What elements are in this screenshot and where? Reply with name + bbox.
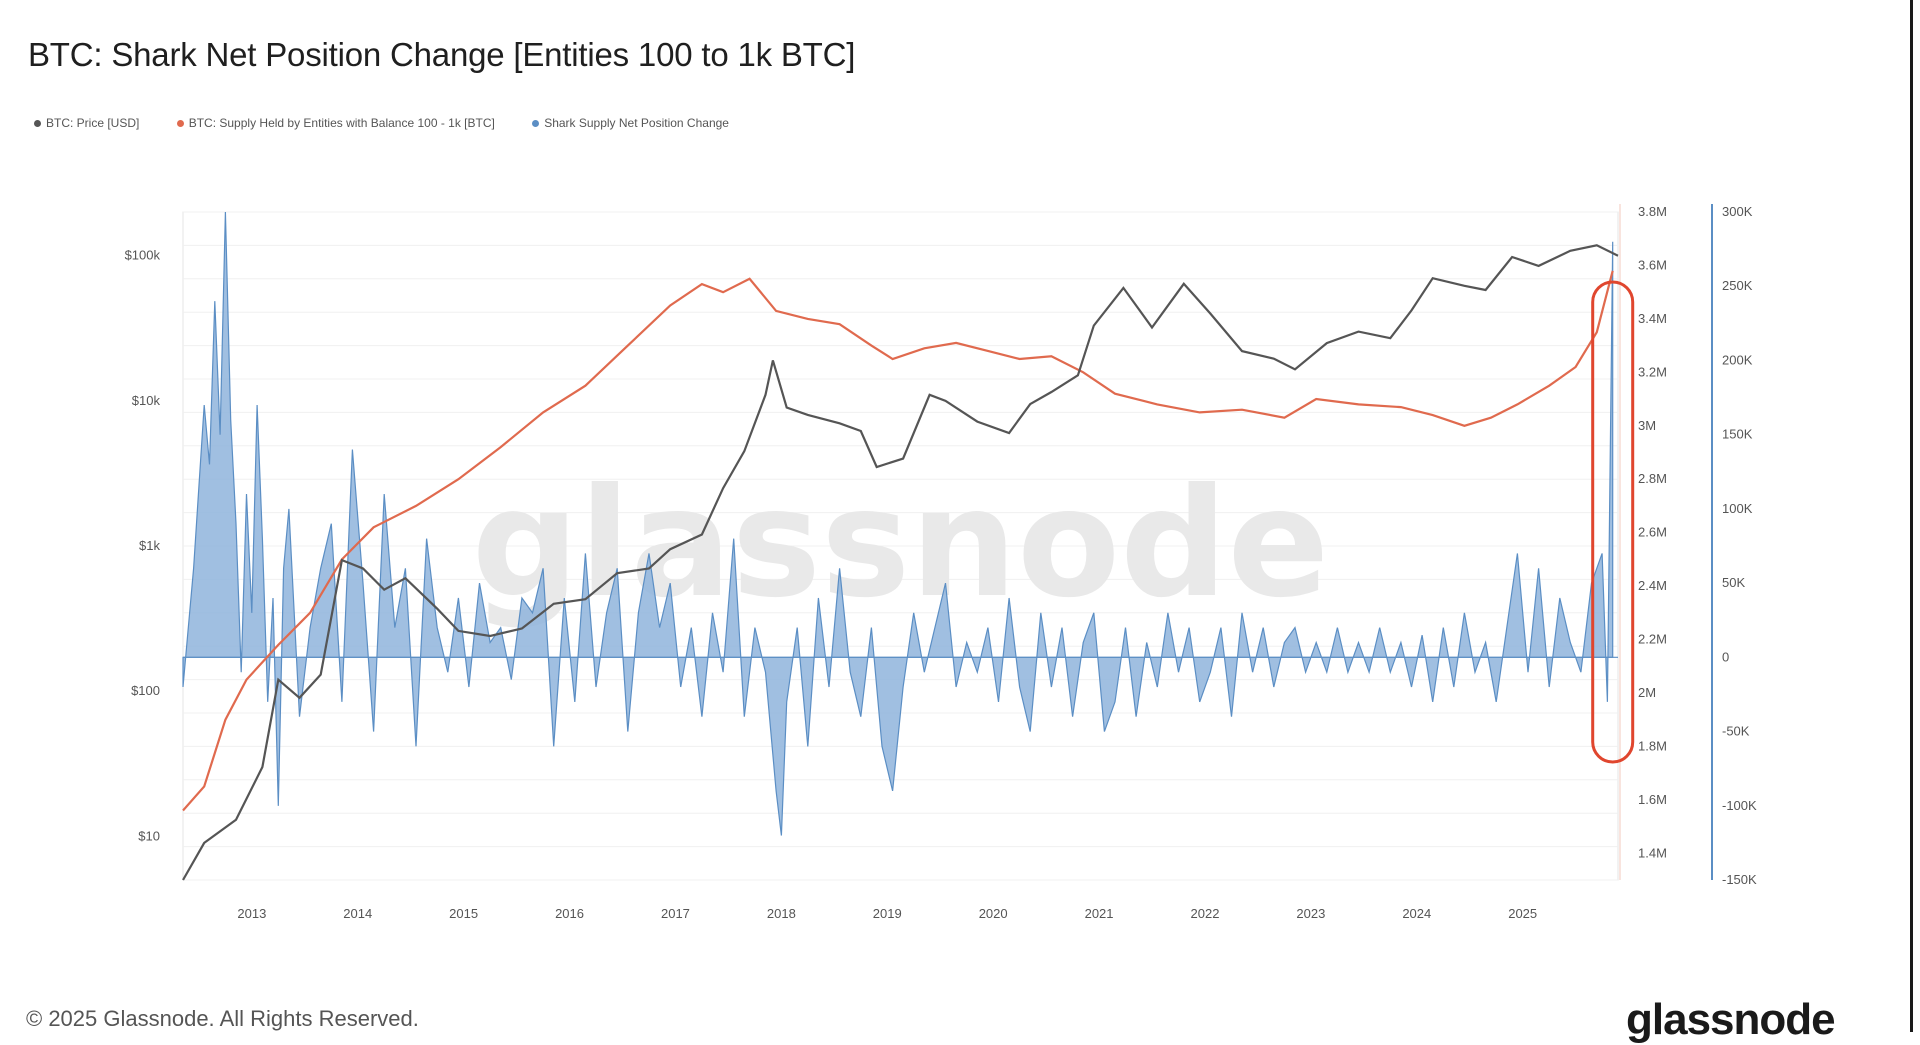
legend-item-price[interactable]: BTC: Price [USD] — [34, 116, 139, 130]
legend-label-supply: BTC: Supply Held by Entities with Balanc… — [188, 116, 495, 130]
page-title: BTC: Shark Net Position Change [Entities… — [28, 36, 856, 73]
right-border — [1910, 0, 1913, 1032]
price-tick-label: $10k — [132, 393, 161, 408]
net-change-tick-label: 200K — [1722, 352, 1753, 367]
price-tick-label: $1k — [139, 538, 160, 553]
legend-dot-price — [34, 120, 41, 128]
price-tick-label: $100 — [131, 683, 160, 698]
x-tick-label: 2022 — [1191, 906, 1220, 921]
legend-dot-net-change — [532, 120, 540, 128]
supply-tick-label: 3.2M — [1638, 364, 1667, 379]
net-change-tick-label: 0 — [1722, 649, 1729, 664]
supply-tick-label: 2.2M — [1638, 632, 1667, 647]
copyright: © 2025 Glassnode. All Rights Reserved. — [26, 1006, 419, 1031]
x-tick-label: 2017 — [661, 906, 690, 921]
supply-tick-label: 1.6M — [1638, 792, 1667, 807]
x-tick-label: 2013 — [237, 906, 266, 921]
x-tick-label: 2025 — [1508, 906, 1537, 921]
supply-tick-label: 3.8M — [1638, 204, 1667, 219]
net-change-tick-label: -100K — [1722, 798, 1757, 813]
legend-item-supply[interactable]: BTC: Supply Held by Entities with Balanc… — [176, 116, 495, 130]
x-tick-label: 2016 — [555, 906, 584, 921]
net-change-tick-label: 300K — [1722, 204, 1753, 219]
watermark: glassnode — [472, 457, 1330, 631]
net-change-tick-label: 100K — [1722, 501, 1753, 516]
supply-tick-label: 2M — [1638, 685, 1656, 700]
x-tick-label: 2023 — [1296, 906, 1325, 921]
net-change-tick-label: 50K — [1722, 575, 1745, 590]
supply-tick-label: 3.6M — [1638, 257, 1667, 272]
net-change-tick-label: -150K — [1722, 872, 1757, 887]
series-price-line — [182, 244, 1619, 881]
supply-tick-label: 3.4M — [1638, 311, 1667, 326]
series-supply-line — [182, 270, 1614, 812]
legend-label-net-change: Shark Supply Net Position Change — [544, 116, 729, 130]
x-tick-label: 2018 — [767, 906, 796, 921]
glassnode-logo: glassnode — [1626, 995, 1836, 1044]
x-tick-label: 2015 — [449, 906, 478, 921]
highlight-annotation — [1591, 280, 1635, 764]
supply-tick-label: 3M — [1638, 418, 1656, 433]
x-tick-label: 2014 — [343, 906, 372, 921]
x-tick-label: 2021 — [1085, 906, 1114, 921]
legend-dot-supply — [176, 120, 184, 128]
x-tick-label: 2024 — [1402, 906, 1431, 921]
legend-item-net-change[interactable]: Shark Supply Net Position Change — [532, 116, 729, 130]
net-change-tick-label: 150K — [1722, 427, 1753, 442]
supply-tick-label: 2.4M — [1638, 578, 1667, 593]
net-change-tick-label: -50K — [1722, 724, 1750, 739]
net-change-tick-label: 250K — [1722, 278, 1753, 293]
x-tick-label: 2019 — [873, 906, 902, 921]
price-tick-label: $10 — [138, 828, 160, 843]
legend-label-price: BTC: Price [USD] — [46, 116, 140, 130]
price-tick-label: $100k — [125, 248, 161, 263]
series-net-change-area — [182, 211, 1614, 836]
supply-tick-label: 1.8M — [1638, 738, 1667, 753]
supply-tick-label: 2.6M — [1638, 525, 1667, 540]
supply-tick-label: 2.8M — [1638, 471, 1667, 486]
supply-tick-label: 1.4M — [1638, 845, 1667, 860]
chart-legend: BTC: Price [USD] BTC: Supply Held by Ent… — [34, 116, 763, 130]
x-tick-label: 2020 — [979, 906, 1008, 921]
